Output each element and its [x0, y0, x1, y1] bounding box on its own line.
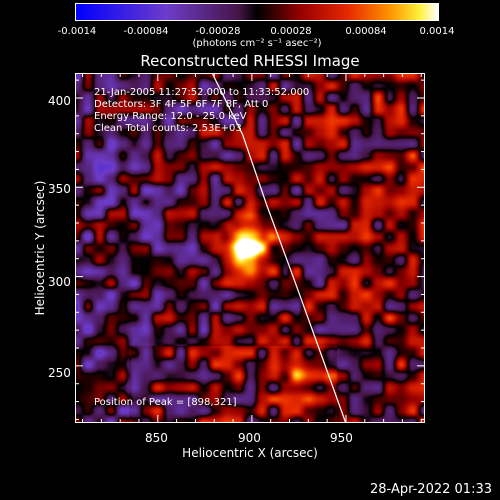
- colorbar: [75, 3, 439, 21]
- heatmap-image: [76, 74, 424, 422]
- y-tick-label: 400: [48, 94, 71, 108]
- colorbar-tick-label: -0.00084: [123, 26, 169, 37]
- y-axis-label: Heliocentric Y (arcsec): [33, 180, 47, 316]
- y-tick-label: 250: [48, 366, 71, 380]
- x-tick-label: 850: [145, 431, 168, 445]
- annotation-time: 21-Jan-2005 11:27:52.000 to 11:33:52.000: [94, 87, 310, 98]
- y-tick-label: 350: [48, 182, 71, 196]
- colorbar-unit-label: (photons cm⁻² s⁻¹ asec⁻²): [192, 38, 322, 49]
- y-tick-label: 300: [48, 275, 71, 289]
- annotation-peak: Position of Peak = [898,321]: [94, 397, 237, 408]
- annotation-detectors: Detectors: 3F 4F 5F 6F 7F 8F, Att 0: [94, 99, 269, 110]
- x-tick-label: 950: [330, 431, 353, 445]
- x-axis-label: Heliocentric X (arcsec): [182, 446, 318, 460]
- colorbar-tick-label: -0.00028: [195, 26, 241, 37]
- annotation-energy: Energy Range: 12.0 - 25.0 keV: [94, 111, 247, 122]
- colorbar-tick-label: -0.0014: [57, 26, 97, 37]
- solar-limb-line: [212, 74, 346, 422]
- x-tick-label: 900: [238, 431, 261, 445]
- axis-ticks: [75, 73, 425, 423]
- plot-area: 21-Jan-2005 11:27:52.000 to 11:33:52.000…: [75, 73, 425, 423]
- colorbar-tick-label: 0.0014: [419, 26, 455, 37]
- timestamp: 28-Apr-2022 01:33: [370, 482, 492, 497]
- overlay-layer: [212, 74, 346, 422]
- colorbar-tick-label: 0.00084: [345, 26, 387, 37]
- chart-title: Reconstructed RHESSI Image: [140, 52, 360, 70]
- colorbar-tick-label: 0.00028: [270, 26, 312, 37]
- annotation-clean: Clean Total counts: 2.53E+03: [94, 123, 242, 134]
